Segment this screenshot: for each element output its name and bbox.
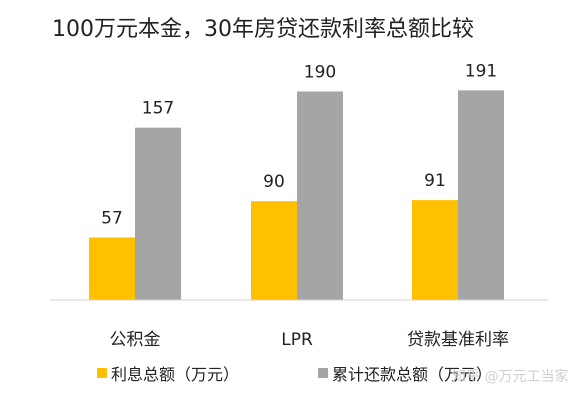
watermark: 知乎 @万元工当家 [452,368,568,385]
chart-title: 100万元本金，30年房贷还款利率总额比较 [52,17,474,42]
category-labels: 公积金 LPR 贷款基准利率 [110,330,510,350]
legend-label-1: 累计还款总额（万元） [332,365,492,384]
legend-swatch-1 [318,368,328,378]
category-label-1: LPR [281,330,313,350]
bar-interest-0 [89,237,135,300]
bar-total-1 [297,91,343,301]
data-label-total-2: 191 [465,61,497,81]
data-label-total-1: 190 [304,62,336,82]
plot-area: 57 157 90 190 91 191 [89,61,504,301]
data-label-interest-2: 91 [424,171,446,191]
legend-label-0: 利息总额（万元） [111,365,239,384]
data-label-interest-0: 57 [101,208,123,228]
category-label-2: 贷款基准利率 [407,330,509,350]
category-label-0: 公积金 [110,330,161,350]
data-label-interest-1: 90 [263,172,285,192]
bar-total-0 [135,127,181,301]
legend: 利息总额（万元） 累计还款总额（万元） [97,365,492,384]
bar-total-2 [458,90,504,301]
bar-interest-2 [412,200,458,300]
legend-swatch-0 [97,368,107,378]
bar-interest-1 [251,201,297,300]
data-label-total-0: 157 [142,99,174,119]
